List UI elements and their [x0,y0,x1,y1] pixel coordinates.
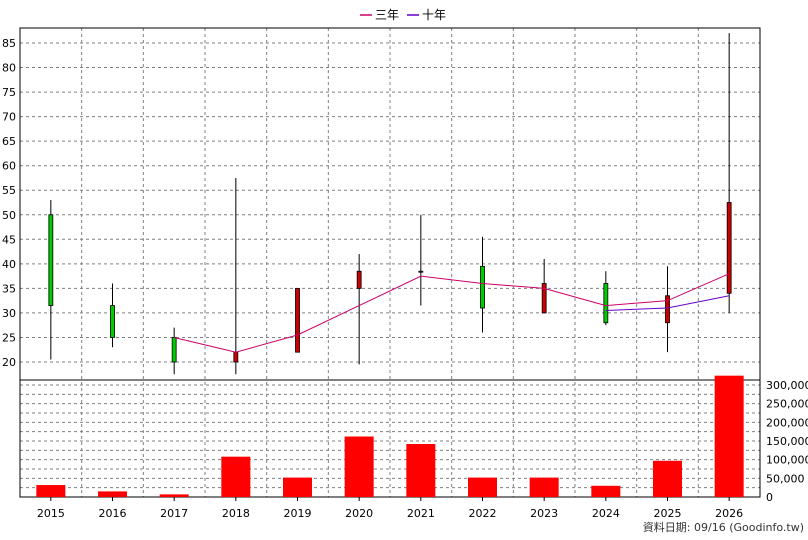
price-tick-label: 55 [2,184,16,197]
x-tick-label: 2021 [407,507,435,520]
volume-bar [591,485,621,497]
volume-bar [36,485,66,497]
volume-tick-label: 150,000 [766,435,808,448]
candle-body [233,351,239,363]
candle-body [726,202,732,294]
ma10-line [605,295,730,311]
candle-body [110,305,115,338]
volume-tick-label: 50,000 [766,472,805,485]
volume-bar [98,491,127,497]
volume-tick-label: 250,000 [766,398,808,411]
x-tick-label: 2017 [160,507,188,520]
volume-bar [283,477,312,497]
volume-bar [529,477,559,497]
x-tick-label: 2024 [592,507,620,520]
x-tick-label: 2023 [530,507,558,520]
candle-body [295,287,300,353]
price-tick-label: 40 [2,258,16,271]
volume-bar [468,477,497,497]
price-tick-label: 60 [2,160,16,173]
price-tick-label: 20 [2,356,16,369]
price-tick-label: 25 [2,331,16,344]
volume-tick-label: 0 [766,491,773,504]
candle-body [48,214,54,306]
x-tick-label: 2025 [654,507,682,520]
candle-body [171,337,177,363]
x-tick-label: 2019 [284,507,312,520]
candle-body [356,270,362,289]
price-tick-label: 65 [2,135,16,148]
volume-bar [714,375,744,497]
volume-bar [221,456,251,497]
x-tick-label: 2022 [469,507,497,520]
x-tick-label: 2020 [345,507,373,520]
x-tick-label: 2016 [99,507,127,520]
legend-label-ma10: 十年 [422,8,446,22]
price-tick-label: 30 [2,307,16,320]
candle-body [480,265,485,309]
legend-label-ma3: 三年 [375,8,399,22]
price-tick-label: 50 [2,209,16,222]
price-tick-label: 80 [2,62,16,75]
price-tick-label: 45 [2,233,16,246]
price-tick-label: 70 [2,111,16,124]
price-tick-label: 35 [2,282,16,295]
volume-tick-label: 200,000 [766,416,808,429]
candle-body [418,270,424,273]
candle-body [541,283,547,314]
x-tick-label: 2018 [222,507,250,520]
x-tick-label: 2015 [37,507,65,520]
volume-bar [406,443,436,497]
ma3-line [174,273,730,353]
price-tick-label: 85 [2,37,16,50]
price-tick-label: 75 [2,86,16,99]
volume-bar [159,494,189,497]
volume-tick-label: 300,000 [766,379,808,392]
volume-bar [344,436,374,497]
volume-tick-label: 100,000 [766,454,808,467]
candle-body [665,295,670,324]
volume-bar [653,460,682,497]
candle-body [603,283,609,324]
plot-frame [19,27,761,498]
data-date-footer: 資料日期: 09/16 (Goodinfo.tw) [643,520,804,534]
x-tick-label: 2026 [715,507,743,520]
